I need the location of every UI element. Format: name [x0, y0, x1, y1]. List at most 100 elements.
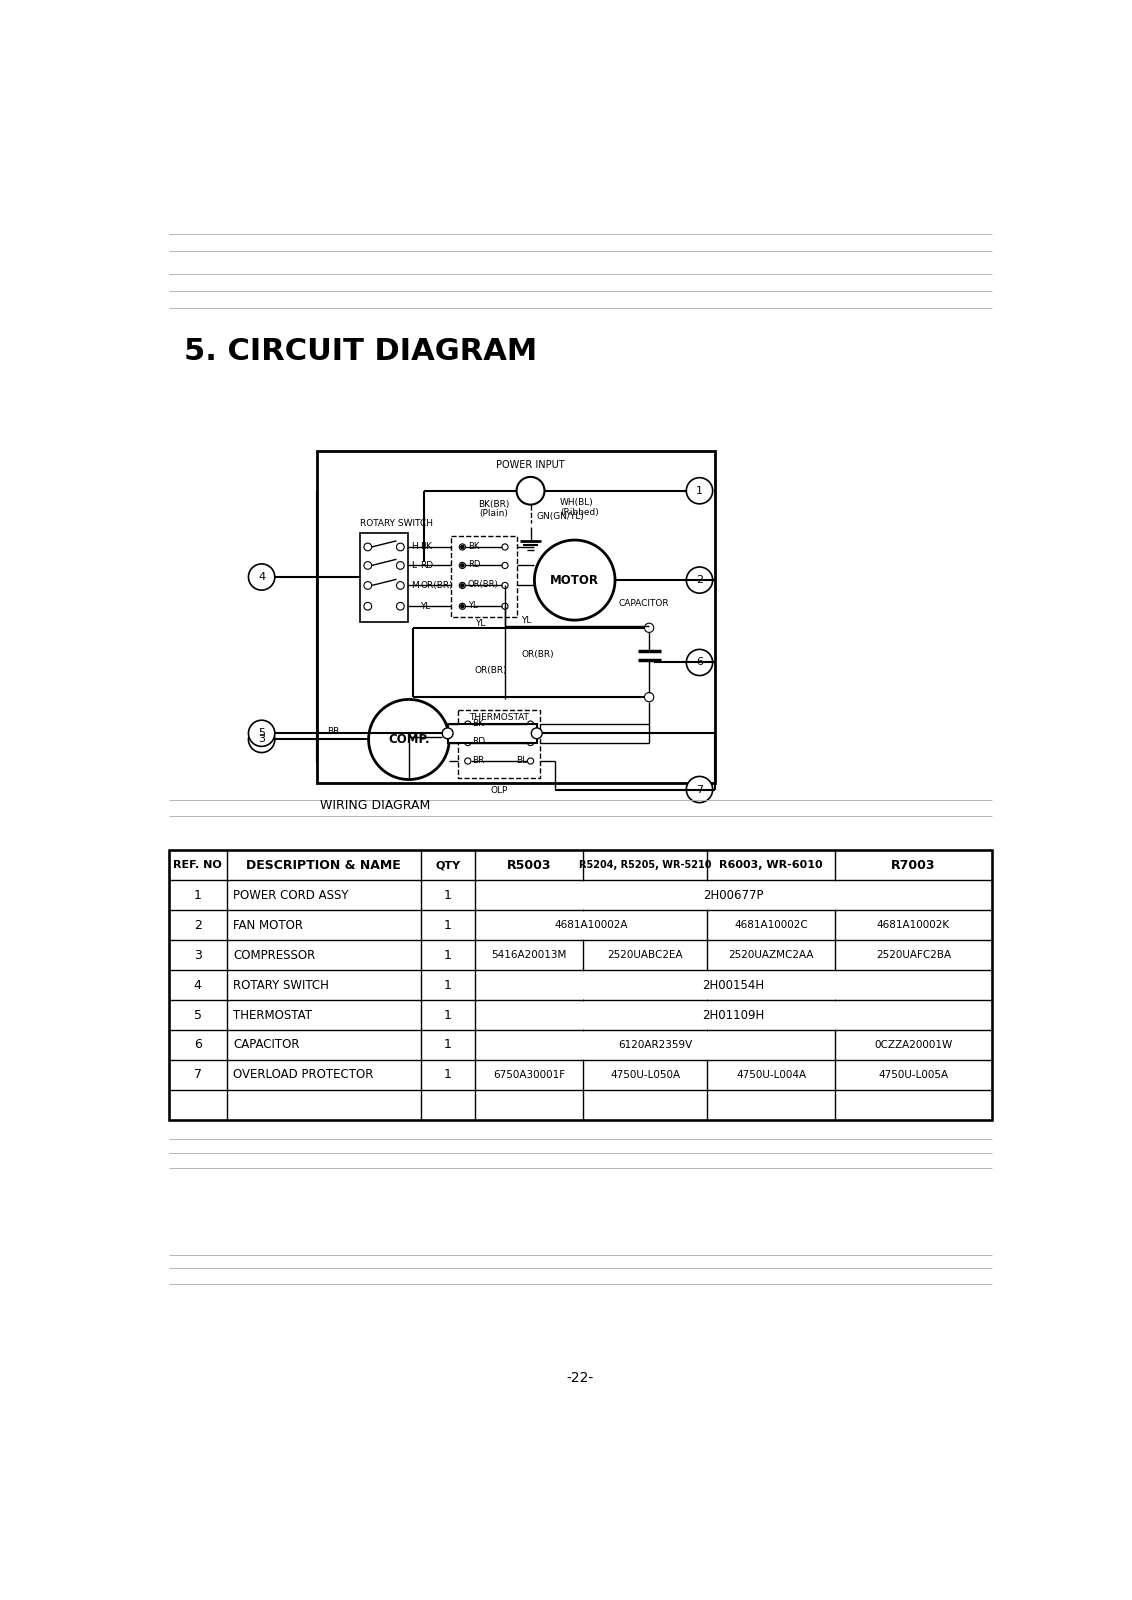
- Text: OR(BR): OR(BR): [468, 581, 498, 589]
- Text: THERMOSTAT: THERMOSTAT: [233, 1008, 312, 1021]
- Text: 6120AR2359V: 6120AR2359V: [618, 1040, 692, 1050]
- Text: YL: YL: [468, 602, 478, 610]
- Text: 5: 5: [194, 1008, 201, 1021]
- Circle shape: [501, 544, 508, 550]
- Text: DESCRIPTION & NAME: DESCRIPTION & NAME: [247, 859, 401, 872]
- Text: 7: 7: [696, 784, 703, 795]
- Text: POWER CORD ASSY: POWER CORD ASSY: [233, 888, 349, 902]
- Bar: [447, 725, 537, 742]
- Circle shape: [534, 541, 615, 621]
- Circle shape: [363, 562, 371, 570]
- Text: 4681A10002C: 4681A10002C: [735, 920, 808, 930]
- Text: 3: 3: [258, 734, 265, 744]
- Text: WIRING DIAGRAM: WIRING DIAGRAM: [319, 798, 430, 811]
- Text: WH(BL): WH(BL): [560, 499, 594, 507]
- Circle shape: [531, 728, 542, 739]
- Text: (Plain): (Plain): [480, 509, 508, 518]
- Text: 1: 1: [444, 1069, 452, 1082]
- Text: 6: 6: [194, 1038, 201, 1051]
- Circle shape: [501, 603, 508, 610]
- Text: (Ribbed): (Ribbed): [560, 507, 599, 517]
- Circle shape: [516, 477, 544, 504]
- Bar: [451, 536, 516, 618]
- Text: BL: BL: [516, 755, 528, 765]
- Text: R6003, WR-6010: R6003, WR-6010: [719, 861, 823, 870]
- Circle shape: [528, 722, 533, 726]
- Circle shape: [686, 650, 713, 675]
- Text: CAPACITOR: CAPACITOR: [233, 1038, 300, 1051]
- Text: 2H00677P: 2H00677P: [703, 888, 763, 902]
- Circle shape: [464, 758, 471, 765]
- Text: BK: BK: [472, 718, 484, 728]
- Circle shape: [443, 728, 453, 739]
- Text: COMP.: COMP.: [388, 733, 430, 746]
- Text: 0CZZA20001W: 0CZZA20001W: [874, 1040, 952, 1050]
- Circle shape: [369, 699, 449, 779]
- Text: 2: 2: [696, 574, 703, 586]
- Text: OLP: OLP: [490, 786, 507, 795]
- Circle shape: [644, 693, 654, 702]
- Text: H: H: [411, 542, 418, 552]
- Circle shape: [460, 582, 464, 587]
- Text: 2H00154H: 2H00154H: [702, 979, 764, 992]
- Text: 4681A10002K: 4681A10002K: [877, 920, 950, 930]
- Text: FAN MOTOR: FAN MOTOR: [233, 918, 303, 931]
- Text: THERMOSTAT: THERMOSTAT: [469, 712, 529, 722]
- Text: OR(BR): OR(BR): [420, 581, 453, 590]
- Text: OVERLOAD PROTECTOR: OVERLOAD PROTECTOR: [233, 1069, 374, 1082]
- Circle shape: [460, 562, 465, 568]
- Text: 1: 1: [696, 486, 703, 496]
- Text: 1: 1: [444, 979, 452, 992]
- Text: 4681A10002A: 4681A10002A: [555, 920, 628, 930]
- Circle shape: [396, 542, 404, 550]
- Text: 4: 4: [194, 979, 201, 992]
- Bar: [458, 710, 540, 778]
- Text: 3: 3: [194, 949, 201, 962]
- Bar: [360, 533, 409, 622]
- Circle shape: [363, 582, 371, 589]
- Circle shape: [396, 562, 404, 570]
- Text: 2H01109H: 2H01109H: [702, 1008, 764, 1021]
- Bar: [169, 850, 992, 1120]
- Text: 6: 6: [696, 658, 703, 667]
- Circle shape: [460, 544, 464, 549]
- Circle shape: [460, 603, 465, 610]
- Text: 2520UAFC2BA: 2520UAFC2BA: [876, 950, 951, 960]
- Circle shape: [248, 726, 275, 752]
- Text: 1: 1: [444, 1008, 452, 1021]
- Circle shape: [248, 563, 275, 590]
- Text: YL: YL: [474, 619, 486, 629]
- Text: 1: 1: [444, 949, 452, 962]
- Text: YL: YL: [420, 602, 431, 611]
- Text: BK(BR): BK(BR): [479, 499, 509, 509]
- Text: BK: BK: [420, 542, 432, 552]
- Circle shape: [460, 563, 464, 568]
- Text: POWER INPUT: POWER INPUT: [496, 459, 565, 470]
- Text: COMPRESSOR: COMPRESSOR: [233, 949, 315, 962]
- Text: 4750U-L005A: 4750U-L005A: [878, 1070, 949, 1080]
- Text: RD: RD: [468, 560, 480, 570]
- Text: OR(BR): OR(BR): [521, 650, 554, 659]
- Circle shape: [501, 582, 508, 589]
- Circle shape: [460, 544, 465, 550]
- Text: R7003: R7003: [891, 859, 936, 872]
- Circle shape: [460, 582, 465, 589]
- Circle shape: [396, 582, 404, 589]
- Circle shape: [686, 478, 713, 504]
- Text: R5003: R5003: [507, 859, 551, 872]
- Text: 2520UABC2EA: 2520UABC2EA: [608, 950, 683, 960]
- Text: 5416A20013M: 5416A20013M: [491, 950, 567, 960]
- Circle shape: [396, 603, 404, 610]
- Circle shape: [363, 542, 371, 550]
- Text: 1: 1: [444, 1038, 452, 1051]
- Circle shape: [528, 758, 533, 765]
- Circle shape: [464, 722, 471, 726]
- Text: OR(BR): OR(BR): [474, 666, 507, 675]
- Text: MOTOR: MOTOR: [550, 573, 599, 587]
- Text: BR: BR: [327, 728, 340, 736]
- Text: 4750U-L004A: 4750U-L004A: [736, 1070, 806, 1080]
- Text: 1: 1: [444, 888, 452, 902]
- Circle shape: [644, 622, 654, 632]
- Text: R5204, R5205, WR-5210: R5204, R5205, WR-5210: [578, 861, 712, 870]
- Text: 5. CIRCUIT DIAGRAM: 5. CIRCUIT DIAGRAM: [185, 336, 538, 366]
